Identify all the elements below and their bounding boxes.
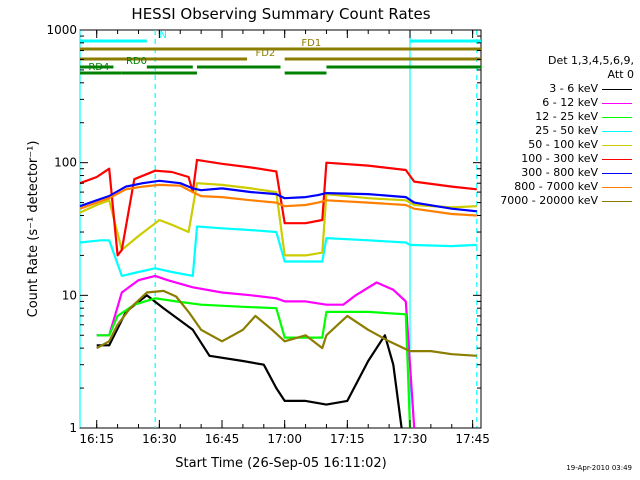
y-tick-label: 100 bbox=[54, 156, 77, 170]
legend-entry: 800 - 7000 keV bbox=[482, 180, 638, 194]
legend-swatch bbox=[602, 201, 632, 202]
y-tick-label: 1 bbox=[69, 421, 77, 435]
legend-attenuator-line: Att 0 bbox=[607, 68, 634, 81]
legend-entry: 100 - 300 keV bbox=[482, 152, 638, 166]
axes: 16:15 16:30 16:45 17:00 17:15 17:30 17:45 1 10 10… bbox=[46, 23, 489, 446]
legend-entry-label: 50 - 100 keV bbox=[528, 138, 598, 151]
series-line bbox=[96, 274, 416, 429]
legend-entry-label: 300 - 800 keV bbox=[521, 166, 598, 179]
legend-entry-label: 800 - 7000 keV bbox=[514, 180, 598, 193]
series-group bbox=[79, 158, 477, 429]
legend-swatch bbox=[602, 117, 632, 118]
series-line bbox=[79, 158, 477, 257]
x-tick-label: 16:15 bbox=[79, 432, 114, 446]
state-bar-label: RD4 bbox=[88, 62, 109, 73]
legend-entry-label: 6 - 12 keV bbox=[542, 96, 598, 109]
x-tick-label: 17:45 bbox=[455, 432, 490, 446]
legend-entry-label: 100 - 300 keV bbox=[521, 152, 598, 165]
x-tick-label: 17:30 bbox=[393, 432, 428, 446]
legend: Det 1,3,4,5,6,9, Att 0 3 - 6 keV 6 - 12 k… bbox=[482, 54, 638, 208]
series-line bbox=[79, 182, 477, 257]
state-bar-label: N bbox=[159, 30, 166, 41]
legend-swatch bbox=[602, 173, 632, 174]
series-line bbox=[96, 294, 403, 429]
x-tick-label: 17:15 bbox=[330, 432, 365, 446]
series-line bbox=[79, 183, 477, 217]
y-tick-label: 1000 bbox=[46, 23, 77, 37]
legend-entry: 7000 - 20000 keV bbox=[482, 194, 638, 208]
generation-timestamp: 19-Apr-2010 03:49 bbox=[566, 464, 632, 472]
legend-entry-label: 3 - 6 keV bbox=[549, 82, 598, 95]
legend-detector-line: Det 1,3,4,5,6,9, bbox=[547, 54, 634, 67]
x-tick-label: 16:30 bbox=[142, 432, 177, 446]
legend-entry: 25 - 50 keV bbox=[482, 124, 638, 138]
state-bar-label: FD1 bbox=[301, 38, 321, 49]
y-axis-label: Count Rate (s⁻¹ detector⁻¹) bbox=[26, 141, 41, 318]
series-line bbox=[79, 225, 477, 277]
state-bar-label: RD0 bbox=[126, 56, 147, 67]
series-line bbox=[96, 289, 477, 357]
series-line bbox=[79, 179, 477, 213]
legend-entries: 3 - 6 keV 6 - 12 keV 12 - 25 keV 25 - 50 ke… bbox=[482, 82, 638, 208]
x-tick-label: 16:45 bbox=[205, 432, 240, 446]
legend-entry: 12 - 25 keV bbox=[482, 110, 638, 124]
legend-entry: 3 - 6 keV bbox=[482, 82, 638, 96]
legend-swatch bbox=[602, 159, 632, 160]
legend-entry-label: 12 - 25 keV bbox=[535, 110, 598, 123]
legend-entry: 6 - 12 keV bbox=[482, 96, 638, 110]
y-tick-label: 10 bbox=[62, 288, 77, 302]
legend-swatch bbox=[602, 103, 632, 104]
legend-swatch bbox=[602, 131, 632, 132]
legend-entry-label: 25 - 50 keV bbox=[535, 124, 598, 137]
time-markers bbox=[79, 30, 478, 428]
x-axis-label: Start Time (26-Sep-05 16:11:02) bbox=[175, 456, 386, 471]
chart-title: HESSI Observing Summary Count Rates bbox=[131, 5, 430, 23]
legend-entry: 50 - 100 keV bbox=[482, 138, 638, 152]
series-line bbox=[96, 297, 412, 429]
x-tick-label: 17:00 bbox=[267, 432, 302, 446]
legend-swatch bbox=[602, 145, 632, 146]
legend-entry-label: 7000 - 20000 keV bbox=[500, 194, 598, 207]
legend-swatch bbox=[602, 89, 632, 90]
legend-swatch bbox=[602, 187, 632, 188]
legend-entry: 300 - 800 keV bbox=[482, 166, 638, 180]
state-bar-label: FD2 bbox=[255, 48, 275, 59]
state-bars: N FD1 FD2 RD0 RD4 bbox=[80, 30, 481, 75]
